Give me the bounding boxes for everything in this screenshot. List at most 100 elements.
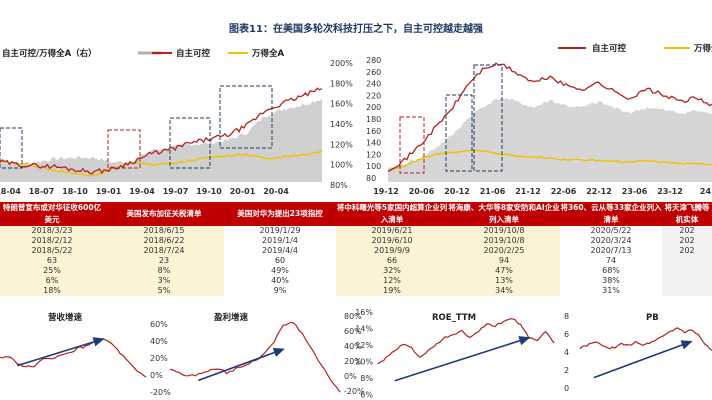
rt-legend-wd: 万得全A xyxy=(693,43,712,54)
table-cell: 12% xyxy=(336,276,448,286)
table-cell: 47% xyxy=(448,266,560,276)
roe-y-tick: 8% xyxy=(360,374,373,383)
rt-dashed-box-3 xyxy=(473,64,503,172)
table-cell: 2018/2/12 xyxy=(0,236,104,246)
table-cell: 19% xyxy=(336,286,448,296)
table-cell: 13% xyxy=(448,276,560,286)
profit-y-tick: 20% xyxy=(344,357,362,366)
lt-y-tick: 160% xyxy=(330,100,353,109)
table-cell: 63 xyxy=(0,256,104,266)
table-cell: 2018/7/24 xyxy=(104,246,224,256)
table-cell: 2018/5/22 xyxy=(0,246,104,256)
table-cell xyxy=(662,266,712,276)
rt-ratio-area xyxy=(388,97,712,182)
lt-y-tick: 120% xyxy=(330,140,353,149)
table-cell: 2019/4/4 xyxy=(224,246,336,256)
table-cell: 40% xyxy=(224,276,336,286)
table-cell: 66 xyxy=(336,256,448,266)
profit-y-tick: 60% xyxy=(344,327,362,336)
lt-y-tick: 100% xyxy=(330,161,353,170)
table-cell: 2020/7/13 xyxy=(560,246,662,256)
rt-y-tick: 180 xyxy=(366,115,381,124)
table-header-cell: 特朗普宣布或对华征收600亿美元 xyxy=(0,202,104,226)
table-cell xyxy=(662,276,712,286)
rt-x-tick: 24 xyxy=(700,187,712,196)
lt-series-wd xyxy=(0,150,323,177)
table-cell: 31% xyxy=(560,286,662,296)
lt-x-tick: 19-01 xyxy=(96,187,122,196)
table-cell: 68% xyxy=(560,266,662,276)
rt-ratio-fill xyxy=(388,97,712,182)
rt-y-tick: 160 xyxy=(366,127,381,136)
lt-legend-zz: 自主可控 xyxy=(176,48,211,59)
lt-y-tick: 140% xyxy=(330,120,353,129)
lt-dashed-box-2 xyxy=(107,129,141,169)
profit-y-tick: 80% xyxy=(344,312,362,321)
table-header-cell: 美国对华为提出23项指控 xyxy=(224,202,336,226)
table-cell: 9% xyxy=(224,286,336,296)
table-cell: 18% xyxy=(0,286,104,296)
table-cell: 2020/3/24 xyxy=(560,236,662,246)
lt-y-tick: 80% xyxy=(330,181,348,190)
table-cell: 2019/6/10 xyxy=(336,236,448,246)
rt-y-tick: 140 xyxy=(366,139,381,148)
table-cell: 2019/1/4 xyxy=(224,236,336,246)
table-cell: 2018/3/23 xyxy=(0,226,104,236)
rt-y-tick: 100 xyxy=(366,162,381,171)
table-cell: 202 xyxy=(662,236,712,246)
rt-dashed-box-1 xyxy=(399,116,425,174)
series-line-营收增速 xyxy=(0,338,147,378)
lt-x-tick: 20-01 xyxy=(230,187,256,196)
table-cell: 38% xyxy=(560,276,662,286)
panel-title-roe: ROE_TTM xyxy=(432,313,476,323)
lt-y-ticks: 200% 180% 160% 140% 120% 100% 80% xyxy=(330,59,353,190)
lt-legend-wd: 万得全A xyxy=(251,48,285,59)
lt-dashed-box-3 xyxy=(169,117,211,169)
table-cell: 202 xyxy=(662,226,712,236)
rt-x-tick: 20-12 xyxy=(444,187,470,196)
roe-y-tick: 6% xyxy=(360,391,373,400)
trend-arrow xyxy=(593,340,693,379)
table-cell: 2018/6/15 xyxy=(104,226,224,236)
table-header-row: 特朗普宣布或对华征收600亿美元 美国发布加征关税清单 美国对华为提出23项指控 将中… xyxy=(0,202,712,226)
trend-arrow xyxy=(394,336,531,382)
table-cell: 2019/10/8 xyxy=(448,226,560,236)
table-cell: 2018/6/22 xyxy=(104,236,224,246)
table-row: 25% 8% 49% 32% 47% 68% xyxy=(0,266,712,276)
table-header-cell: 将海康、大华等8家安防和AI企业列入清单 xyxy=(448,202,560,226)
revenue-y-tick: 0% xyxy=(150,371,163,380)
trend-arrow xyxy=(198,348,285,382)
lt-y-tick: 200% xyxy=(330,59,353,68)
events-table: 特朗普宣布或对华征收600亿美元 美国发布加征关税清单 美国对华为提出23项指控 将中… xyxy=(0,202,712,296)
left-top-chart: 自主可控/万得全A（右） 自主可控 万得全A 200% 180% 160% 140% 1… xyxy=(0,48,353,196)
table-cell: 60 xyxy=(224,256,336,266)
right-top-chart: 自主可控 万得全A 280 260 240 220 200 180 160 140 120 100… xyxy=(366,43,712,196)
profit-y-tick: -20% xyxy=(344,387,365,396)
lt-lines xyxy=(0,87,323,177)
table-cell: 5% xyxy=(104,286,224,296)
rt-x-tick: 22-06 xyxy=(551,187,577,196)
lt-y-tick: 180% xyxy=(330,79,353,88)
revenue-y-tick: 60% xyxy=(150,320,168,329)
table-cell: 2020/2/25 xyxy=(448,246,560,256)
table-header-cell: 美国发布加征关税清单 xyxy=(104,202,224,226)
lt-x-tick: 18-04 xyxy=(0,187,21,196)
lt-legend-ratio: 自主可控/万得全A（右） xyxy=(2,48,97,59)
rt-y-tick: 200 xyxy=(366,103,381,112)
lt-dashed-box-1 xyxy=(0,127,23,169)
table-cell: 23 xyxy=(104,256,224,266)
roe-y2-tick: 0 xyxy=(564,384,569,393)
rt-y-ticks: 280 260 240 220 200 180 160 140 120 100 80 xyxy=(366,56,381,183)
series-line-盈利增速 xyxy=(169,321,341,393)
rt-lines xyxy=(387,62,712,173)
roe-y-tick: 16% xyxy=(355,308,373,317)
table-header-cell: 将中科曙光等5家国内超算企业列入清单 xyxy=(336,202,448,226)
series-line-PB xyxy=(579,327,712,351)
rt-y-tick: 260 xyxy=(366,68,381,77)
table-header-cell: 将天津飞腾等机实体 xyxy=(662,202,712,226)
rt-y-tick: 240 xyxy=(366,80,381,89)
table-cell: 6% xyxy=(0,276,104,286)
rt-x-tick: 19-12 xyxy=(373,187,399,196)
table-row: 63 23 60 66 94 74 xyxy=(0,256,712,266)
table-cell: 8% xyxy=(104,266,224,276)
